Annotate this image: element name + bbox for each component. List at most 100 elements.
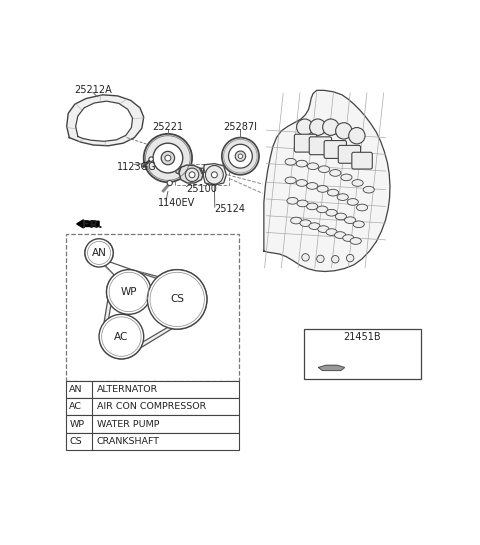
Circle shape xyxy=(153,143,183,173)
Ellipse shape xyxy=(335,213,347,220)
Ellipse shape xyxy=(353,221,364,228)
Ellipse shape xyxy=(326,229,337,235)
Polygon shape xyxy=(203,164,226,185)
Ellipse shape xyxy=(307,183,318,189)
Circle shape xyxy=(302,253,309,261)
Ellipse shape xyxy=(285,159,296,165)
Bar xyxy=(304,329,421,379)
Text: AC: AC xyxy=(114,331,129,342)
Ellipse shape xyxy=(319,166,330,173)
Text: CS: CS xyxy=(69,437,82,446)
Polygon shape xyxy=(179,165,203,183)
Text: CS: CS xyxy=(170,294,184,305)
FancyBboxPatch shape xyxy=(352,152,372,169)
Text: WATER PUMP: WATER PUMP xyxy=(97,420,159,428)
Circle shape xyxy=(310,119,326,135)
Polygon shape xyxy=(200,168,205,174)
Text: WP: WP xyxy=(69,420,84,428)
Polygon shape xyxy=(319,365,345,371)
FancyBboxPatch shape xyxy=(338,146,360,164)
Ellipse shape xyxy=(205,166,223,184)
Ellipse shape xyxy=(327,189,338,196)
Polygon shape xyxy=(176,168,179,174)
Circle shape xyxy=(297,119,313,135)
Bar xyxy=(66,433,239,450)
Bar xyxy=(66,398,239,415)
Text: 25287I: 25287I xyxy=(223,122,257,132)
Circle shape xyxy=(235,151,246,161)
Bar xyxy=(66,234,239,382)
Ellipse shape xyxy=(335,232,346,238)
Circle shape xyxy=(348,128,365,144)
Circle shape xyxy=(238,154,243,159)
Ellipse shape xyxy=(287,197,298,204)
Circle shape xyxy=(336,123,352,139)
Ellipse shape xyxy=(317,186,328,192)
Text: 25212A: 25212A xyxy=(74,86,112,95)
Ellipse shape xyxy=(307,203,318,210)
Ellipse shape xyxy=(341,174,352,181)
Circle shape xyxy=(347,255,354,262)
Circle shape xyxy=(222,137,259,175)
Circle shape xyxy=(144,134,192,182)
Circle shape xyxy=(107,270,151,314)
Ellipse shape xyxy=(296,180,307,186)
Text: AN: AN xyxy=(92,248,107,258)
Bar xyxy=(66,382,239,398)
Bar xyxy=(66,415,239,433)
Text: 25124: 25124 xyxy=(215,204,245,214)
Circle shape xyxy=(211,172,217,178)
Text: 25221: 25221 xyxy=(152,122,183,132)
Ellipse shape xyxy=(285,177,296,184)
Text: 21451B: 21451B xyxy=(343,331,381,342)
Ellipse shape xyxy=(326,209,337,216)
Text: CRANKSHAFT: CRANKSHAFT xyxy=(97,437,160,446)
Circle shape xyxy=(161,152,175,165)
Ellipse shape xyxy=(352,180,363,186)
Circle shape xyxy=(149,157,154,161)
Text: AN: AN xyxy=(69,385,83,394)
Text: FR.: FR. xyxy=(83,220,103,229)
Text: 1140EV: 1140EV xyxy=(157,198,195,208)
Circle shape xyxy=(165,155,171,161)
Ellipse shape xyxy=(345,217,356,223)
FancyBboxPatch shape xyxy=(309,137,332,155)
Circle shape xyxy=(185,168,199,181)
FancyBboxPatch shape xyxy=(324,141,347,159)
Ellipse shape xyxy=(291,217,302,224)
Circle shape xyxy=(147,270,207,329)
Circle shape xyxy=(332,256,339,263)
Ellipse shape xyxy=(357,204,368,211)
Ellipse shape xyxy=(330,169,341,176)
Ellipse shape xyxy=(343,235,354,241)
Text: WP: WP xyxy=(120,287,137,297)
Ellipse shape xyxy=(309,223,320,229)
Ellipse shape xyxy=(350,238,361,244)
Polygon shape xyxy=(67,95,144,146)
Ellipse shape xyxy=(300,220,311,227)
Text: 25100: 25100 xyxy=(186,184,217,193)
Polygon shape xyxy=(264,90,390,271)
Text: ALTERNATOR: ALTERNATOR xyxy=(97,385,158,394)
Ellipse shape xyxy=(297,200,308,207)
Ellipse shape xyxy=(318,226,329,233)
Ellipse shape xyxy=(296,160,307,167)
FancyArrow shape xyxy=(77,220,99,228)
Circle shape xyxy=(167,180,172,186)
Text: 1123GG: 1123GG xyxy=(117,162,156,172)
Circle shape xyxy=(228,144,252,168)
FancyBboxPatch shape xyxy=(294,134,317,152)
Circle shape xyxy=(189,172,195,178)
Polygon shape xyxy=(76,101,132,141)
Ellipse shape xyxy=(317,206,328,213)
Ellipse shape xyxy=(347,198,359,205)
Text: AC: AC xyxy=(69,402,82,411)
Polygon shape xyxy=(89,247,203,354)
Circle shape xyxy=(85,239,113,267)
Circle shape xyxy=(99,314,144,359)
Circle shape xyxy=(317,255,324,263)
Text: AIR CON COMPRESSOR: AIR CON COMPRESSOR xyxy=(97,402,206,411)
Circle shape xyxy=(323,119,339,135)
Polygon shape xyxy=(85,244,207,359)
Ellipse shape xyxy=(363,186,374,193)
